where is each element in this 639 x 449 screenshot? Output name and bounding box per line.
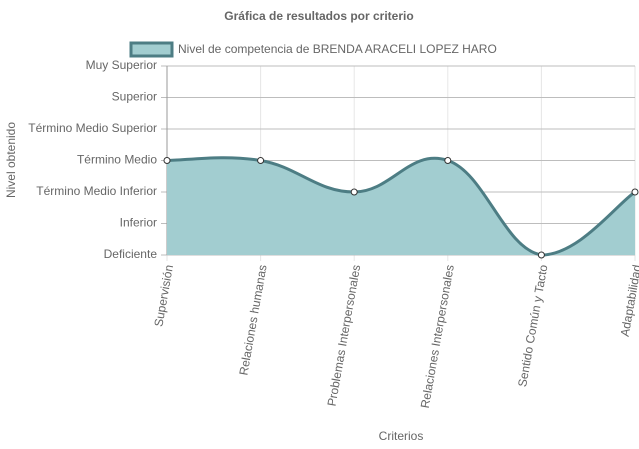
x-tick-label: Problemas Interpersonales — [325, 264, 364, 408]
point — [350, 188, 358, 196]
chart-title: Gráfica de resultados por criterio — [224, 9, 413, 23]
x-tick-label: Relaciones humanas — [236, 264, 269, 377]
point — [631, 188, 639, 196]
y-axis-title: Nivel obtenido — [4, 122, 18, 198]
point — [163, 157, 171, 164]
legend-swatch — [129, 41, 174, 58]
point — [257, 157, 265, 164]
x-tick-label: Adaptabilidad — [618, 264, 639, 338]
y-tick-label: Término Medio Inferior — [36, 184, 157, 198]
point — [444, 157, 452, 164]
y-tick-label: Superior — [112, 90, 157, 104]
point — [537, 251, 545, 259]
area — [167, 157, 635, 255]
y-tick-label: Deficiente — [104, 247, 158, 261]
x-tick-label: Relaciones Interpersonales — [418, 264, 457, 410]
y-tick-label: Término Medio Superior — [28, 121, 157, 135]
legend-label[interactable]: Nivel de competencia de BRENDA ARACELI L… — [178, 42, 497, 56]
y-tick-label: Inferior — [120, 216, 157, 230]
x-tick-label: Supervisión — [151, 264, 176, 328]
x-axis-title: Criterios — [379, 429, 424, 443]
x-tick-label: Sentido Común y Tacto — [515, 263, 550, 388]
y-tick-label: Término Medio — [77, 153, 157, 167]
y-tick-label: Muy Superior — [86, 58, 157, 72]
